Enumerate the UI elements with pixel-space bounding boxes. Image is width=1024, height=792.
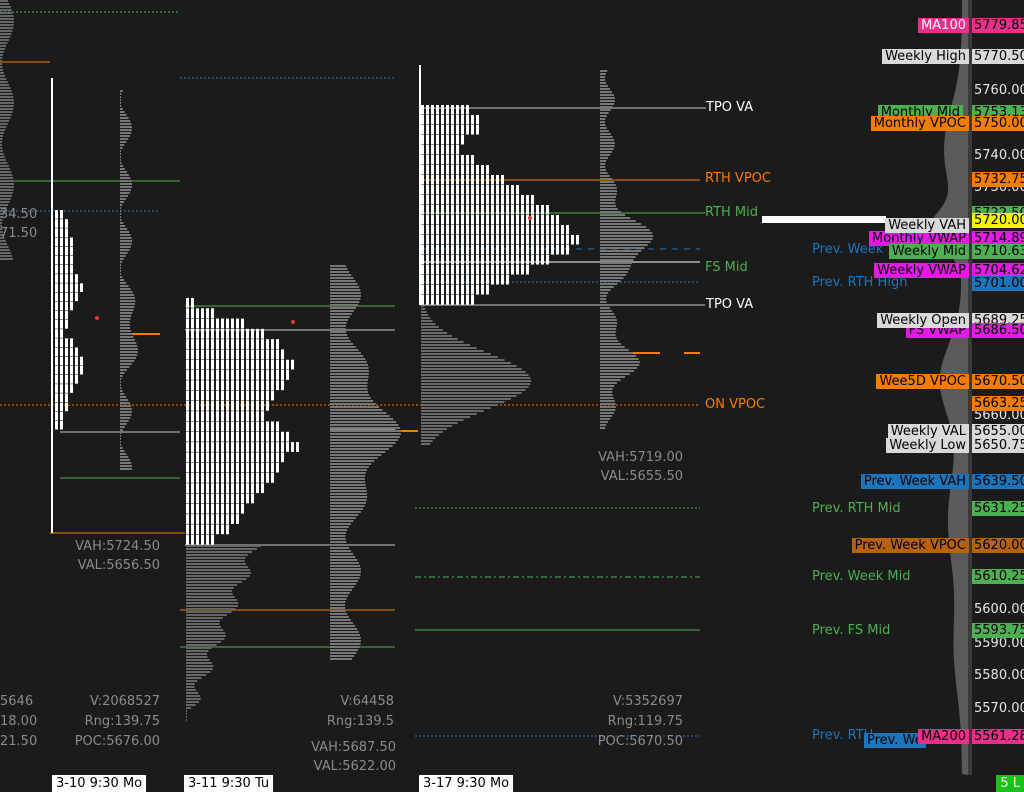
profile-3-17-volume: V:5352697 <box>612 694 683 709</box>
tpo-range-bar-3-10 <box>51 78 53 533</box>
tag-monthly-vpoc: Monthly VPOC <box>870 116 969 131</box>
level-label-rth-mid: RTH Mid <box>705 205 759 220</box>
tag-weekly-vwap: Weekly VWAP <box>874 263 969 278</box>
tag-week5d-vpoc: Wee5D VPOC <box>876 374 969 389</box>
tag-prev-fs-mid: Prev. FS Mid <box>812 623 891 638</box>
tpo-profile-3-10 <box>55 210 83 430</box>
level-label-fs-mid: FS Mid <box>705 260 748 275</box>
poc-dot-3-11 <box>291 320 295 324</box>
tag-monthly-vwap: Monthly VWAP <box>869 231 969 246</box>
tag-weekly-vah: Weekly VAH <box>885 218 969 233</box>
profile-3-11-vah: VAH:5687.50 <box>311 740 396 755</box>
price-label: 5590.00 <box>974 636 1024 651</box>
price-label: 5740.00 <box>974 148 1024 163</box>
tag-prev-rth-high: Prev. RTH High <box>812 275 908 290</box>
tpo-profile-3-17 <box>421 105 579 305</box>
price-label: 5580.00 <box>974 668 1024 683</box>
profile-3-10-val: VAL:5656.50 <box>77 558 160 573</box>
price-tag-weekly-high-price: 5770.50 <box>972 49 1024 64</box>
profile-3-17-range: Rng:119.75 <box>607 714 683 729</box>
price-tag-monthly-vpoc-price: 5750.00 <box>972 116 1024 131</box>
price-tag-weekly-low-price: 5650.75 <box>972 438 1024 453</box>
price-tag-prev-week-vpoc-price: 5620.00 <box>972 538 1024 553</box>
level-label-tpo-va-top: TPO VA <box>706 100 754 115</box>
left-profile-price-1: 34.50 <box>0 207 38 222</box>
tag-weekly-low: Weekly Low <box>886 438 969 453</box>
status-indicator: 5 L <box>996 775 1024 792</box>
profile-3-10-poc: POC:5676.00 <box>74 734 160 749</box>
profile-3-17-vah: VAH:5719.00 <box>598 450 683 465</box>
volume-histogram-3-11 <box>330 265 401 660</box>
left-profile-stat-3: 21.50 <box>0 734 38 749</box>
price-label: 5660.00 <box>974 408 1024 423</box>
tag-prev-we: Prev. We <box>864 733 926 748</box>
tag-ma100: MA100 <box>918 18 969 33</box>
tag-prev-week-vah: Prev. Week VAH <box>860 474 969 489</box>
left-profile-stat-2: 18.00 <box>0 714 38 729</box>
tag-prev-week-mid: Prev. Week Mid <box>812 569 911 584</box>
tag-weekly-open: Weekly Open <box>877 313 969 328</box>
left-profile-price-2: 71.50 <box>0 226 38 241</box>
profile-3-10-vah: VAH:5724.50 <box>75 539 160 554</box>
tag-prev-week-vpoc: Prev. Week VPOC <box>851 538 969 553</box>
price-tag-prev-week-mid-price: 5610.25 <box>972 569 1024 584</box>
volume-histogram-3-17 <box>600 70 654 429</box>
price-tag-prev-rth-high-price: 5701.00 <box>972 276 1024 291</box>
date-label-3-10: 3-10 9:30 Mo <box>52 775 147 792</box>
price-tag-ma100-price: 5779.85 <box>972 18 1024 33</box>
tpo-faded-3-11 <box>186 545 261 721</box>
profile-3-11-volume: V:64458 <box>340 694 394 709</box>
price-axis-divider <box>968 0 972 775</box>
volume-histogram-3-10 <box>120 90 138 470</box>
tag-weekly-val: Weekly VAL <box>887 424 969 439</box>
profile-3-11-val: VAL:5622.00 <box>313 759 396 774</box>
tpo-faded-3-17 <box>421 305 531 445</box>
level-label-rth-vpoc: RTH VPOC <box>705 171 771 186</box>
poc-dot-3-17 <box>528 216 532 220</box>
tag-prev-rth-mid: Prev. RTH Mid <box>812 501 901 516</box>
current-price-marker <box>762 216 886 223</box>
tag-weekly-mid: Weekly Mid <box>888 244 969 259</box>
price-tag-on-vpoc-price: 5663.25 <box>972 396 1024 411</box>
price-tag-prev-fs-mid-price: 5593.75 <box>972 623 1024 638</box>
left-partial-profile <box>0 0 14 260</box>
tag-prev-week: Prev. Week <box>812 242 884 257</box>
price-tag-prev-week-vah-price: 5639.50 <box>972 474 1024 489</box>
price-tag-current-price: 5720.00 <box>972 213 1024 228</box>
price-tag-weekly-vwap-price: 5704.62 <box>972 263 1024 278</box>
tag-ma200: MA200 <box>918 729 969 744</box>
price-tag-weekly-mid-price: 5710.63 <box>972 244 1024 259</box>
tpo-range-bar-3-17 <box>419 65 421 305</box>
price-label: 5760.00 <box>974 83 1024 98</box>
poc-dot-3-10 <box>95 316 99 320</box>
profile-3-17-val: VAL:5655.50 <box>600 469 683 484</box>
price-tag-rth-vpoc-price: 5732.75 <box>972 172 1024 187</box>
price-tag-ma200-price: 5561.28 <box>972 729 1024 744</box>
price-tag-prev-rth-mid-price: 5631.25 <box>972 501 1024 516</box>
date-label-3-17: 3-17 9:30 Mo <box>419 775 514 792</box>
price-label: 5600.00 <box>974 602 1024 617</box>
tag-weekly-high: Weekly High <box>882 49 969 64</box>
tpo-profile-3-11 <box>186 298 299 545</box>
profile-3-10-range: Rng:139.75 <box>84 714 160 729</box>
price-tag-weekly-val-price: 5655.00 <box>972 424 1024 439</box>
level-label-tpo-va-bottom: TPO VA <box>706 297 754 312</box>
left-profile-stat-1: 5646 <box>0 694 34 709</box>
tag-prev-rth: Prev. RTH <box>812 728 874 743</box>
price-tag-fs-vwap-price: 5686.50 <box>972 323 1024 338</box>
price-label: 5570.00 <box>974 701 1024 716</box>
price-tag-monthly-vwap-price: 5714.89 <box>972 231 1024 246</box>
profile-3-17-poc: POC:5670.50 <box>597 734 683 749</box>
level-label-on-vpoc: ON VPOC <box>705 397 766 412</box>
price-tag-week5d-vpoc-price: 5670.50 <box>972 374 1024 389</box>
profile-3-11-range: Rng:139.5 <box>326 714 394 729</box>
profile-3-10-volume: V:2068527 <box>89 694 160 709</box>
date-label-3-11: 3-11 9:30 Tu <box>184 775 274 792</box>
